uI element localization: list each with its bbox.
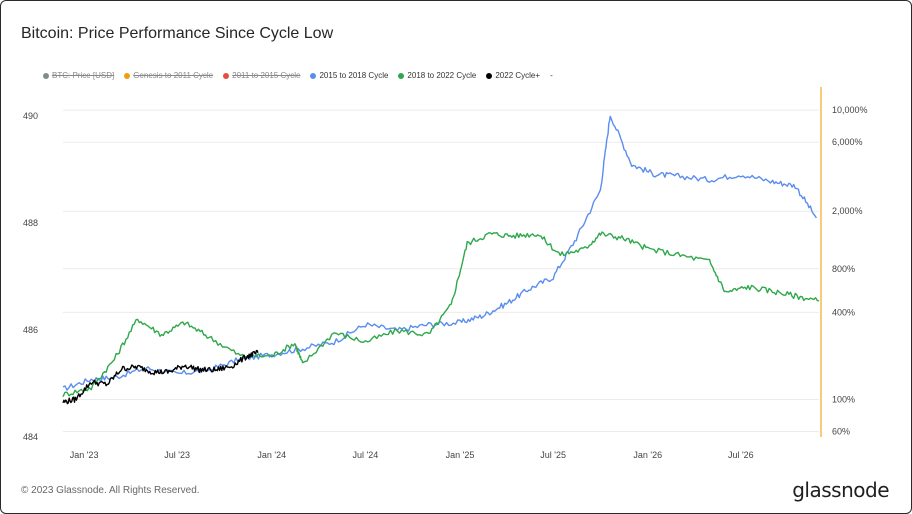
right-tick-label: 10,000% (832, 105, 868, 115)
legend-label: - (550, 71, 553, 80)
x-tick-label: Jul '26 (728, 450, 754, 460)
legend-label: BTC: Price [USD] (52, 71, 115, 80)
legend-label: 2022 Cycle+ (495, 71, 541, 80)
legend-dot-icon (124, 72, 131, 79)
glassnode-logo[interactable]: glassnode (792, 478, 889, 502)
grid-layer (63, 109, 819, 433)
left-tick-label: 488 (23, 218, 38, 228)
x-tick-label: Jul '25 (540, 450, 566, 460)
legend-dot-icon (223, 72, 230, 79)
copyright-footer: © 2023 Glassnode. All Rights Reserved. (21, 485, 200, 496)
legend-label: Genesis to 2011 Cycle (133, 71, 214, 80)
x-tick-label: Jul '24 (353, 450, 379, 460)
chart-title: Bitcoin: Price Performance Since Cycle L… (21, 25, 334, 42)
legend-item-2[interactable]: 2011 to 2015 Cycle (223, 71, 300, 80)
legend-item-6[interactable]: - (550, 71, 553, 80)
chart-legend: BTC: Price [USD] Genesis to 2011 Cycle 201… (43, 71, 553, 80)
axis-layer: 60% 100% 400% 800% 2,000% 6,000% 10,000% 484 486… (23, 87, 868, 460)
legend-dot-icon (43, 72, 49, 79)
right-tick-label: 60% (832, 427, 850, 437)
legend-item-0[interactable]: BTC: Price [USD] (43, 71, 114, 80)
x-tick-label: Jul '23 (164, 450, 190, 460)
x-tick-label: Jan '24 (257, 450, 286, 460)
left-tick-label: 486 (23, 325, 38, 335)
series-line-0 (62, 115, 817, 391)
x-tick-label: Jan '26 (633, 450, 662, 460)
legend-item-4[interactable]: 2018 to 2022 Cycle (398, 71, 476, 80)
legend-dot-icon (310, 72, 317, 79)
legend-label: 2015 to 2018 Cycle (319, 71, 389, 80)
x-tick-label: Jan '25 (446, 450, 475, 460)
left-tick-label: 490 (23, 111, 38, 121)
series-line-1 (62, 231, 820, 397)
legend-dot-icon (486, 72, 493, 79)
right-tick-label: 100% (832, 394, 855, 404)
right-tick-label: 800% (832, 264, 855, 274)
legend-dot-icon (398, 72, 405, 79)
right-tick-label: 2,000% (832, 206, 863, 216)
chart-plot: 60% 100% 400% 800% 2,000% 6,000% 10,000% 484 486… (23, 87, 868, 460)
legend-label: 2011 to 2015 Cycle (232, 71, 301, 80)
legend-item-5[interactable]: 2022 Cycle+ (486, 71, 540, 80)
series-line-2 (62, 349, 259, 405)
left-tick-label: 484 (23, 432, 38, 442)
x-tick-label: Jan '23 (70, 450, 99, 460)
right-tick-label: 400% (832, 307, 855, 317)
series-layer (62, 115, 820, 405)
legend-item-3[interactable]: 2015 to 2018 Cycle (310, 71, 388, 80)
legend-label: 2018 to 2022 Cycle (407, 71, 477, 80)
right-tick-label: 6,000% (832, 137, 863, 147)
legend-item-1[interactable]: Genesis to 2011 Cycle (124, 71, 213, 80)
